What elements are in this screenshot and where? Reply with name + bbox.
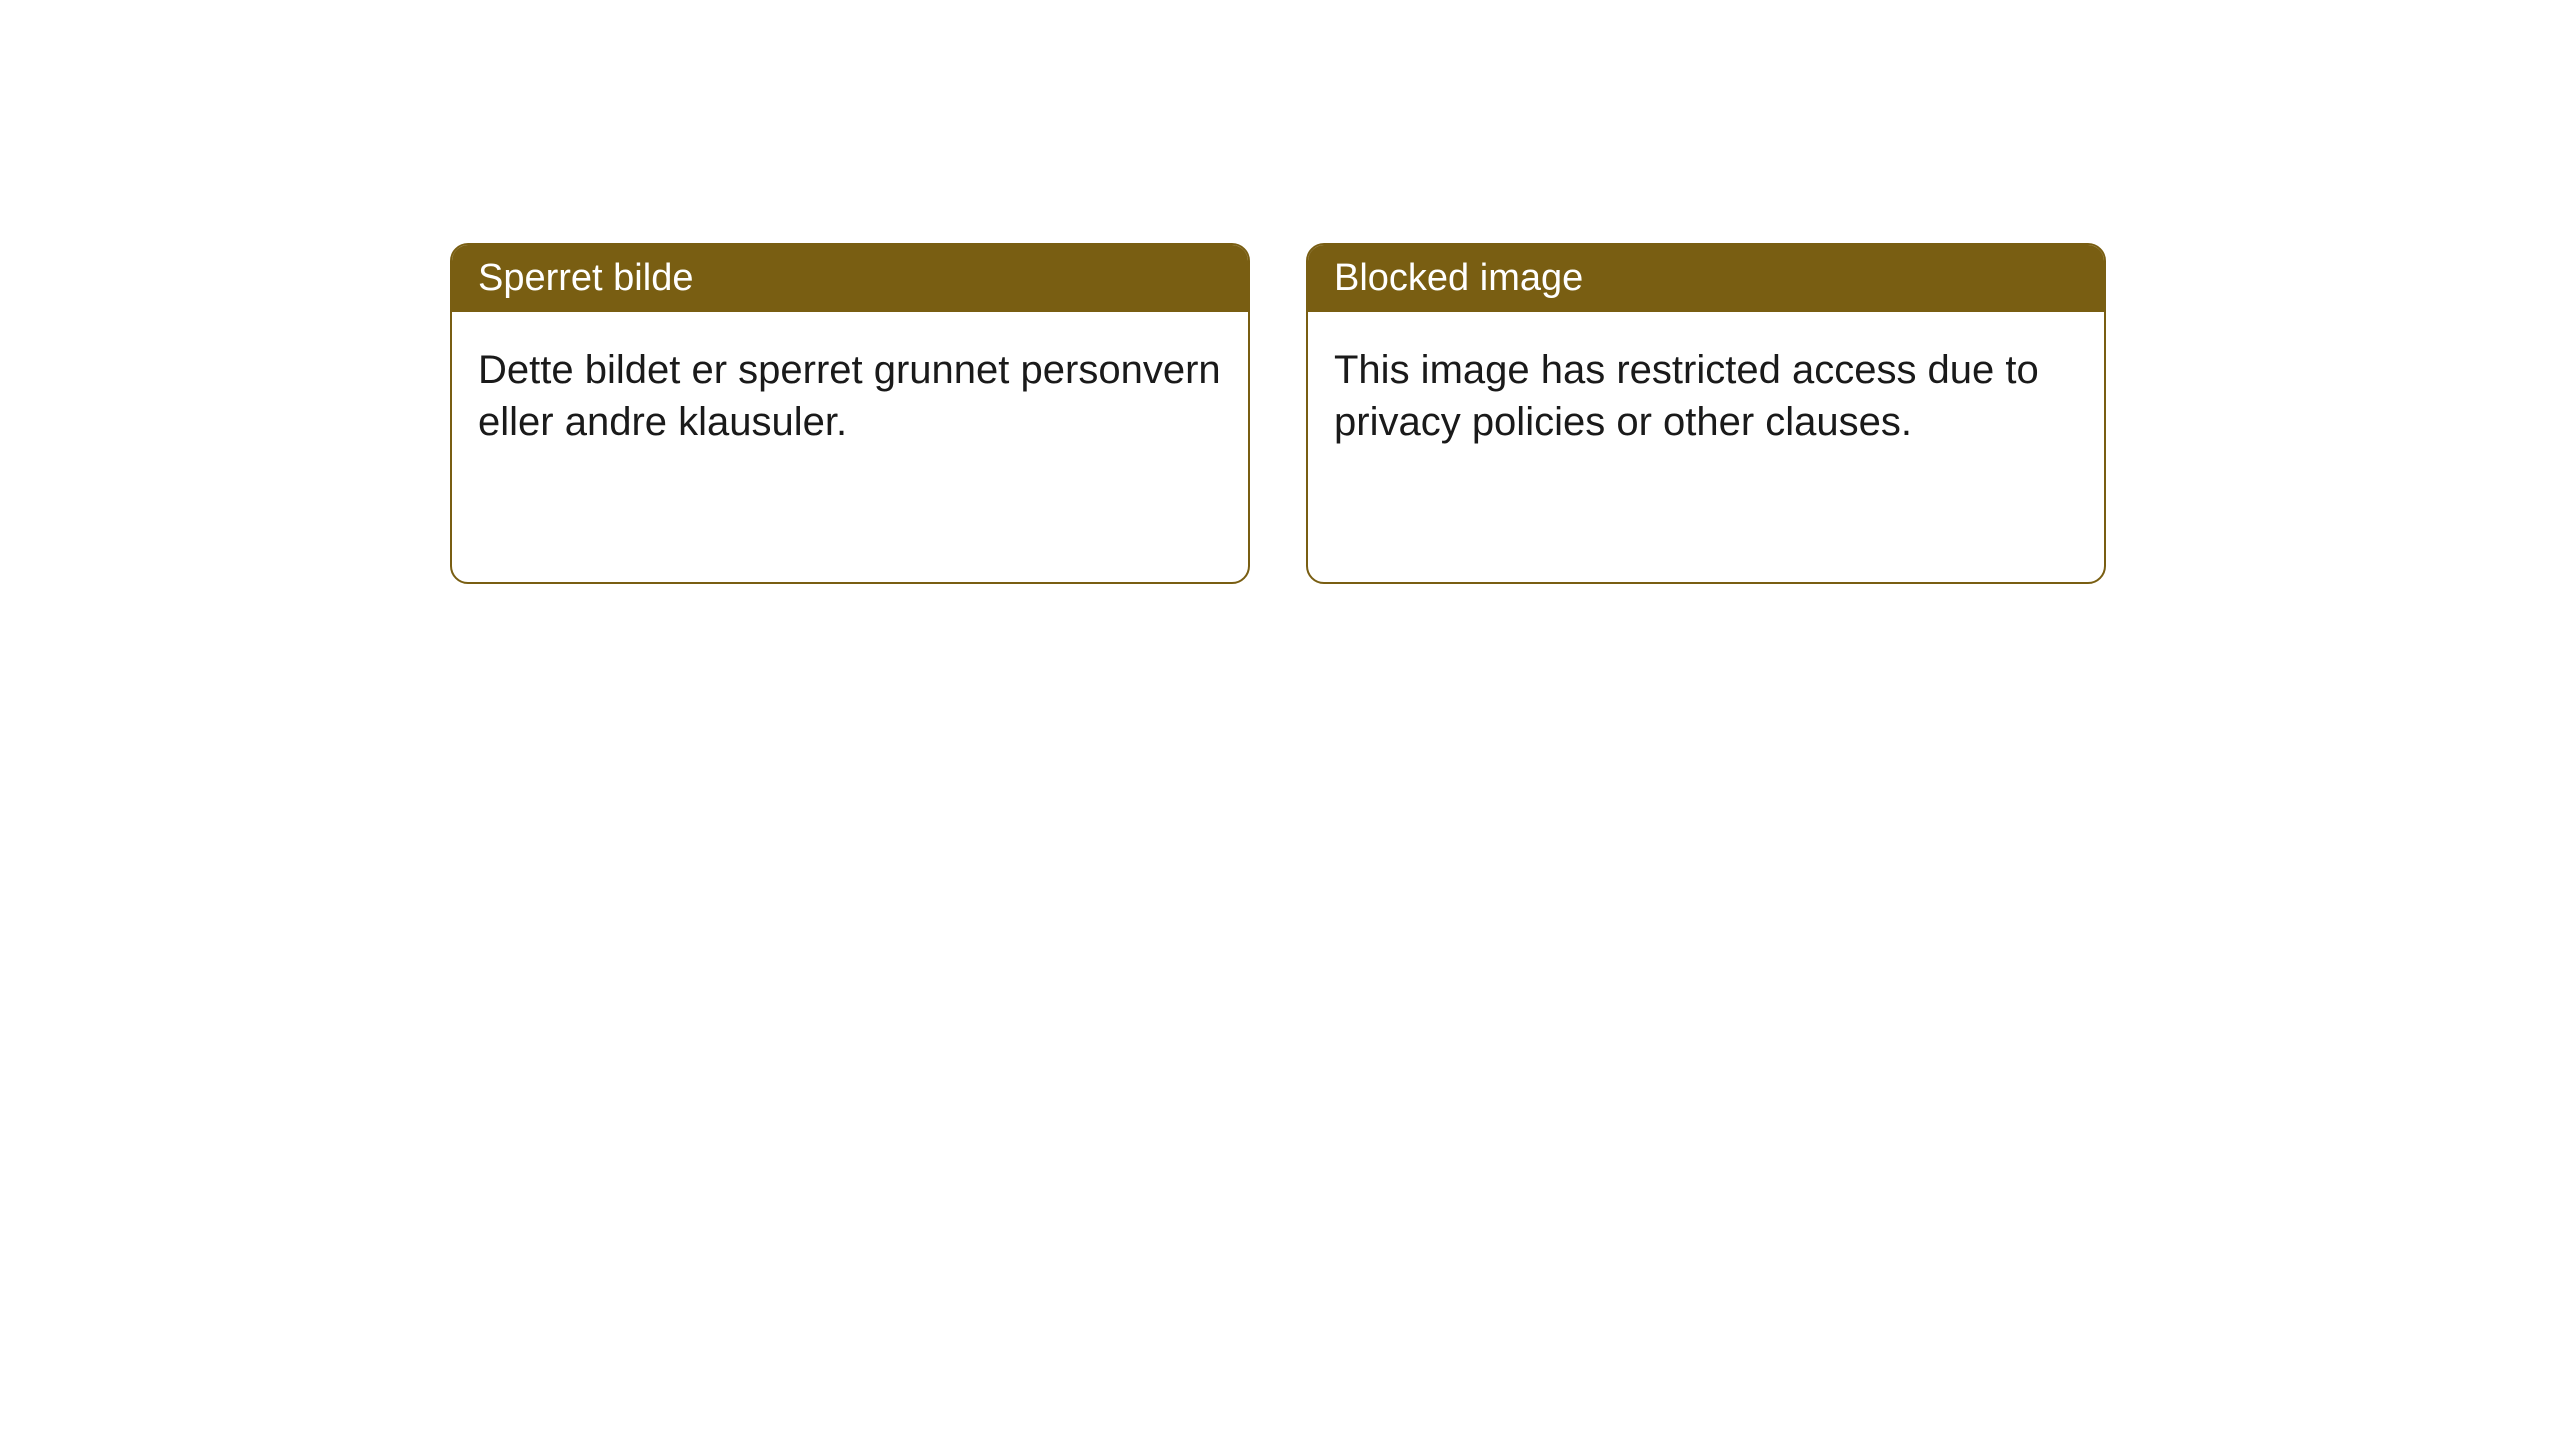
notice-header-english: Blocked image [1308,245,2104,312]
notice-header-norwegian: Sperret bilde [452,245,1248,312]
notices-container: Sperret bilde Dette bildet er sperret gr… [450,243,2106,584]
notice-text-english: This image has restricted access due to … [1334,348,2039,444]
notice-card-norwegian: Sperret bilde Dette bildet er sperret gr… [450,243,1250,584]
notice-card-english: Blocked image This image has restricted … [1306,243,2106,584]
notice-text-norwegian: Dette bildet er sperret grunnet personve… [478,348,1221,444]
notice-title-english: Blocked image [1334,257,1583,299]
notice-body-norwegian: Dette bildet er sperret grunnet personve… [452,312,1248,582]
notice-body-english: This image has restricted access due to … [1308,312,2104,582]
notice-title-norwegian: Sperret bilde [478,257,693,299]
